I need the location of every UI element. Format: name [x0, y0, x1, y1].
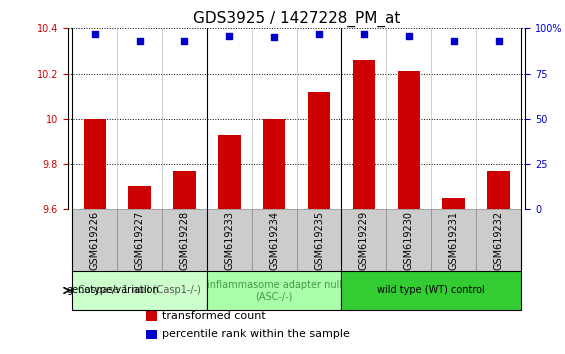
Bar — [341, 271, 521, 310]
Bar — [386, 209, 431, 271]
Text: GSM619228: GSM619228 — [180, 211, 189, 270]
Bar — [162, 209, 207, 271]
Bar — [207, 271, 341, 310]
Title: GDS3925 / 1427228_PM_at: GDS3925 / 1427228_PM_at — [193, 11, 401, 27]
Bar — [128, 187, 151, 209]
Point — [359, 31, 368, 36]
Bar — [72, 271, 207, 310]
Text: GSM619227: GSM619227 — [134, 211, 145, 270]
Point — [90, 31, 99, 36]
Text: GSM619232: GSM619232 — [494, 211, 503, 270]
Bar — [218, 135, 241, 209]
Bar — [207, 209, 252, 271]
Point — [405, 33, 414, 38]
Text: GSM619233: GSM619233 — [224, 211, 234, 270]
Bar — [353, 60, 375, 209]
Bar — [252, 209, 297, 271]
Text: GSM619226: GSM619226 — [90, 211, 99, 270]
Bar — [263, 119, 285, 209]
Point — [180, 38, 189, 44]
Text: wild type (WT) control: wild type (WT) control — [377, 285, 485, 296]
Bar — [398, 71, 420, 209]
Bar — [117, 209, 162, 271]
Point — [494, 38, 503, 44]
Bar — [297, 209, 341, 271]
Bar — [442, 198, 465, 209]
Text: genotype/variation: genotype/variation — [67, 285, 159, 296]
Text: GSM619230: GSM619230 — [404, 211, 414, 270]
Bar — [341, 209, 386, 271]
Bar — [476, 209, 521, 271]
Bar — [146, 311, 157, 321]
Point — [449, 38, 458, 44]
Bar — [72, 209, 117, 271]
Text: percentile rank within the sample: percentile rank within the sample — [162, 329, 350, 339]
Bar — [84, 119, 106, 209]
Bar — [488, 171, 510, 209]
Bar — [173, 171, 195, 209]
Point — [225, 33, 234, 38]
Text: GSM619234: GSM619234 — [269, 211, 279, 270]
Text: Caspase 1 null (Casp1-/-): Caspase 1 null (Casp1-/-) — [78, 285, 201, 296]
Bar — [431, 209, 476, 271]
Text: GSM619231: GSM619231 — [449, 211, 459, 270]
Point — [135, 38, 144, 44]
Text: transformed count: transformed count — [162, 311, 266, 321]
Text: GSM619229: GSM619229 — [359, 211, 369, 270]
Bar — [308, 92, 331, 209]
Text: inflammasome adapter null
(ASC-/-): inflammasome adapter null (ASC-/-) — [207, 280, 342, 301]
Point — [315, 31, 324, 36]
Bar — [146, 330, 157, 339]
Point — [270, 35, 279, 40]
Text: GSM619235: GSM619235 — [314, 211, 324, 270]
